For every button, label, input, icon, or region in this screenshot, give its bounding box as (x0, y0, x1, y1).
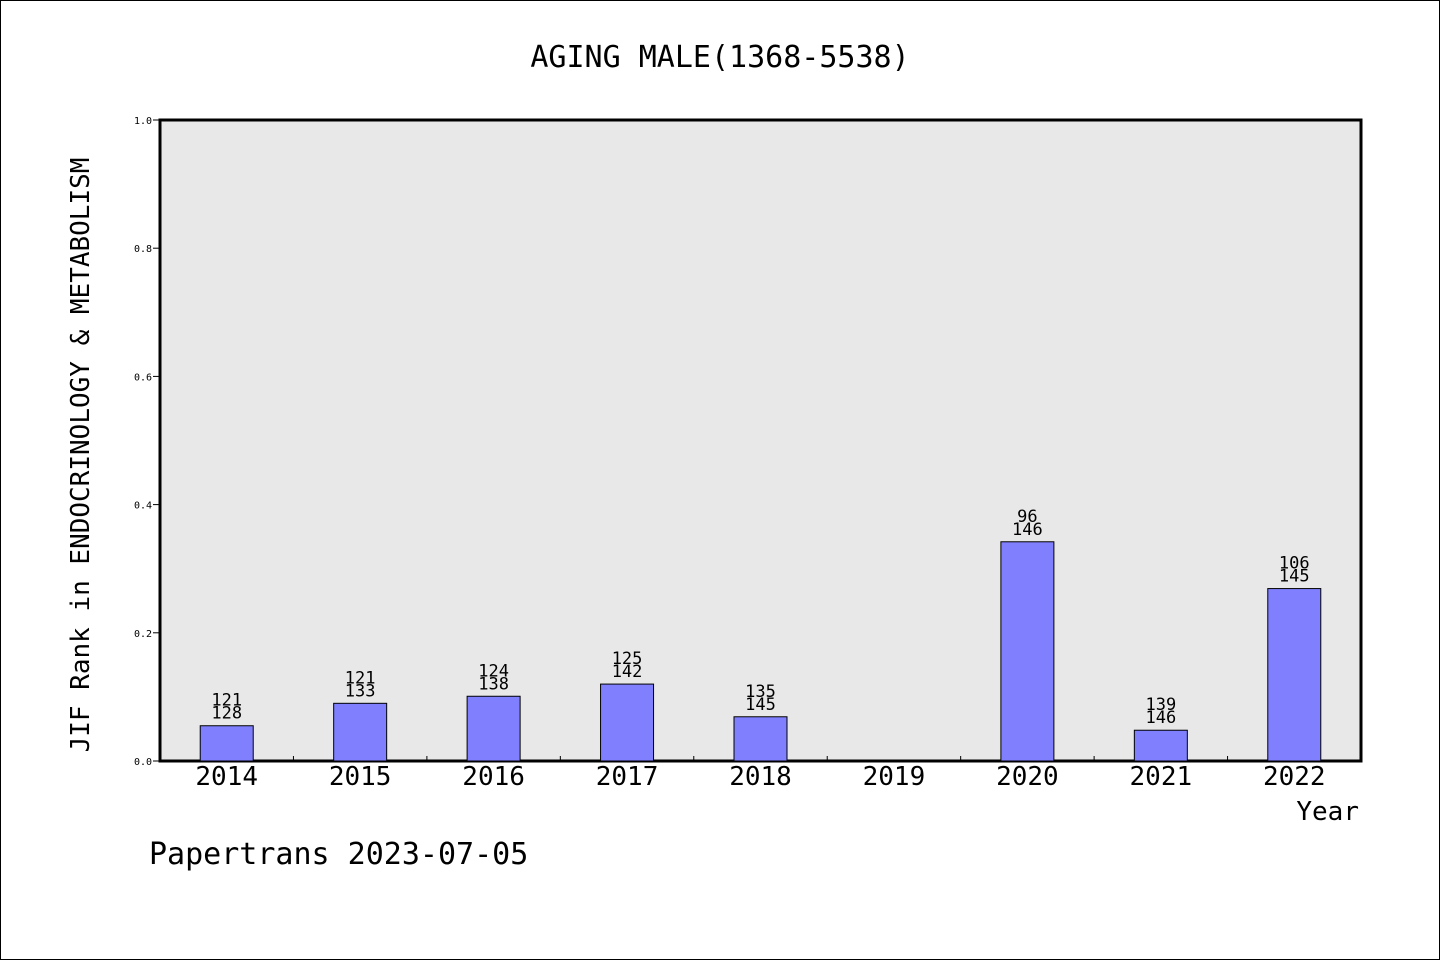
bar-2018 (733, 716, 788, 762)
x-tick-label: 2022 (1263, 762, 1326, 792)
bar-series (199, 541, 1322, 762)
bar-label-total: 146 (1145, 708, 1176, 728)
x-tick-label: 2021 (1130, 762, 1193, 792)
y-tick-label: 0.0 (134, 757, 152, 768)
x-tick-label: 2016 (462, 762, 525, 792)
x-axis-label: Year (1296, 797, 1359, 827)
bar-label-rank: 121 (211, 691, 242, 711)
y-tick-label: 0.2 (134, 629, 152, 640)
y-axis: 0.0 0.2 0.4 0.6 0.8 1.0 (134, 116, 160, 768)
bar-label-rank: 125 (612, 649, 643, 669)
x-tick-label: 2019 (863, 762, 926, 792)
bar-label-rank: 106 (1279, 554, 1310, 574)
x-tick-label: 2017 (596, 762, 659, 792)
y-tick-label: 0.6 (134, 372, 152, 383)
bar-2021 (1133, 729, 1188, 762)
x-axis: 2014 2015 2016 2017 2018 2019 2020 2021 2022 (195, 756, 1326, 792)
bar-label-rank: 96 (1017, 507, 1037, 527)
x-tick-label: 2018 (729, 762, 792, 792)
y-axis-label: JIF Rank in ENDOCRINOLOGY & METABOLISM (66, 158, 96, 753)
bar-label-total: 138 (478, 674, 509, 694)
chart-title: AGING MALE(1368-5538) (530, 40, 909, 75)
bar-label-total: 142 (612, 662, 643, 682)
bar-label-total: 146 (1012, 520, 1043, 540)
bar-2020 (1000, 541, 1055, 762)
bar-2014 (199, 725, 254, 762)
bar-label-rank: 121 (345, 668, 376, 688)
x-tick-label: 2020 (996, 762, 1059, 792)
bar-data-labels: 1211281211331241381251421351459614613914… (211, 507, 1309, 728)
y-tick-label: 1.0 (134, 116, 152, 127)
x-tick-label: 2015 (329, 762, 392, 792)
x-tick-label: 2014 (195, 762, 258, 792)
bar-label-total: 128 (211, 704, 242, 724)
bar-label-rank: 135 (745, 682, 776, 702)
y-tick-label: 0.4 (134, 501, 152, 512)
bar-label-rank: 139 (1145, 695, 1176, 715)
bar-label-total: 145 (745, 695, 776, 715)
bar-label-rank: 124 (478, 661, 509, 681)
bar-2015 (333, 702, 388, 762)
bar-2016 (466, 695, 521, 762)
bar-2022 (1267, 588, 1322, 762)
plot-area (158, 118, 1363, 763)
footer-credit: Papertrans 2023-07-05 (149, 837, 528, 872)
y-tick-label: 0.8 (134, 244, 152, 255)
bar-2017 (600, 683, 655, 762)
bar-label-total: 133 (345, 681, 376, 701)
bar-label-total: 145 (1279, 567, 1310, 587)
